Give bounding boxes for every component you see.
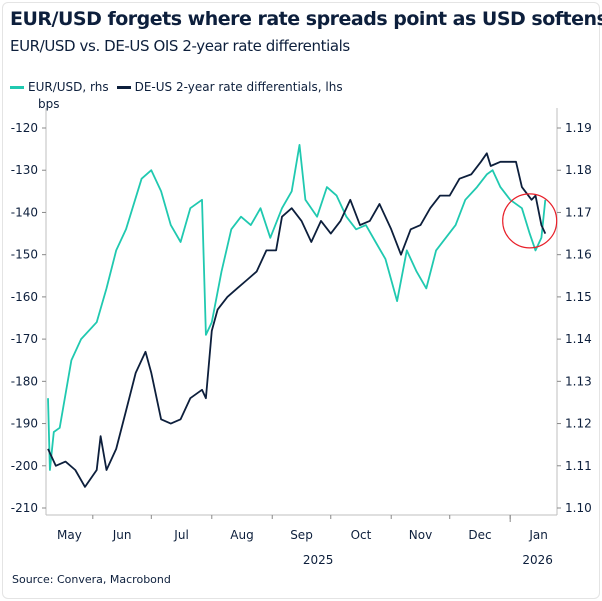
x-month-label: Aug (230, 528, 253, 542)
legend-swatch-eurusd (10, 85, 24, 89)
legend-label-eurusd: EUR/USD, rhs (28, 80, 109, 94)
x-month-label: Sep (290, 528, 313, 542)
left-axis-unit-label: bps (38, 97, 60, 111)
right-tick-label: 1.15 (565, 290, 592, 304)
x-month-label: Dec (468, 528, 491, 542)
right-tick-label: 1.11 (565, 459, 592, 473)
x-year-label: 2026 (522, 553, 553, 567)
x-month-label: Jan (528, 528, 548, 542)
left-tick-label: -150 (11, 248, 38, 262)
left-tick-label: -160 (11, 290, 38, 304)
legend-label-diff: DE-US 2-year rate differentials, lhs (134, 80, 343, 94)
series-line-rate-differential (47, 152, 547, 488)
right-tick-label: 1.10 (565, 501, 592, 515)
right-tick-label: 1.12 (565, 417, 592, 431)
right-tick-label: 1.19 (565, 121, 592, 135)
x-month-label: Nov (409, 528, 432, 542)
series-line-eurusd (47, 144, 547, 471)
left-tick-label: -120 (11, 121, 38, 135)
left-tick-label: -190 (11, 417, 38, 431)
source-note: Source: Convera, Macrobond (12, 573, 171, 586)
right-tick-label: 1.16 (565, 248, 592, 262)
left-tick-label: -130 (11, 163, 38, 177)
left-tick-label: -180 (11, 374, 38, 388)
legend: EUR/USD, rhs DE-US 2-year rate different… (10, 80, 343, 94)
left-tick-label: -170 (11, 332, 38, 346)
left-tick-label: -140 (11, 205, 38, 219)
right-tick-label: 1.13 (565, 374, 592, 388)
x-year-label: 2025 (303, 553, 334, 567)
x-month-label: Jun (112, 528, 132, 542)
right-tick-label: 1.14 (565, 332, 592, 346)
x-month-label: May (57, 528, 82, 542)
left-tick-label: -200 (11, 459, 38, 473)
x-month-label: Oct (351, 528, 372, 542)
chart-subtitle: EUR/USD vs. DE-US OIS 2-year rate differ… (10, 37, 350, 55)
right-tick-label: 1.17 (565, 205, 592, 219)
right-tick-label: 1.18 (565, 163, 592, 177)
legend-swatch-diff (116, 85, 131, 89)
highlight-circle (502, 193, 558, 249)
x-month-label: Jul (173, 528, 188, 542)
chart-title: EUR/USD forgets where rate spreads point… (10, 8, 602, 30)
left-tick-label: -210 (11, 501, 38, 515)
